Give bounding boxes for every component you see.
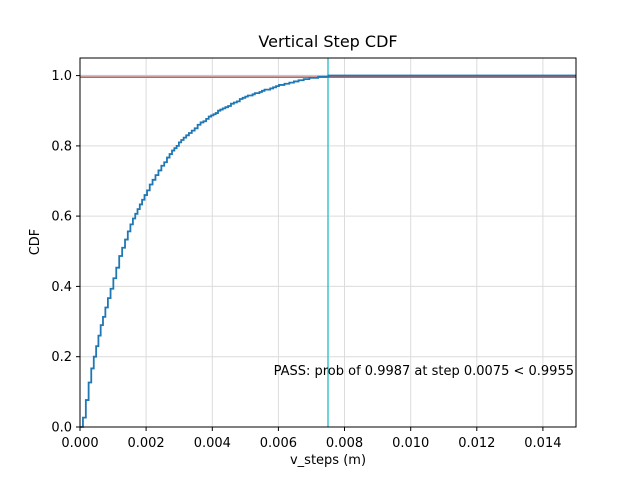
x-tick-label: 0.012 (458, 436, 495, 451)
chart-title: Vertical Step CDF (258, 32, 397, 51)
x-tick-label: 0.010 (392, 436, 429, 451)
y-tick-label: 0.6 (51, 210, 72, 225)
x-tick-label: 0.000 (61, 436, 98, 451)
axis-ticks: 0.000 0.002 0.004 0.006 0.008 0.010 0.012 0.014… (51, 69, 561, 451)
pass-annotation: PASS: prob of 0.9987 at step 0.0075 < 0.… (274, 364, 574, 379)
y-tick-label: 0.4 (51, 280, 72, 295)
y-tick-label: 0.2 (51, 350, 72, 365)
y-tick-label: 1.0 (51, 69, 72, 84)
y-axis-label: CDF (28, 229, 43, 256)
y-tick-label: 0.0 (51, 421, 72, 436)
x-axis-label: v_steps (m) (290, 453, 366, 468)
x-tick-label: 0.014 (524, 436, 561, 451)
x-tick-label: 0.002 (127, 436, 164, 451)
x-tick-label: 0.008 (326, 436, 363, 451)
x-tick-label: 0.006 (260, 436, 297, 451)
plot-border (79, 57, 577, 428)
x-tick-label: 0.004 (194, 436, 231, 451)
y-tick-label: 0.8 (51, 139, 72, 154)
cdf-step-curve (80, 74, 576, 428)
axes-spines (79, 57, 577, 428)
vertical-step-cdf (80, 74, 576, 428)
